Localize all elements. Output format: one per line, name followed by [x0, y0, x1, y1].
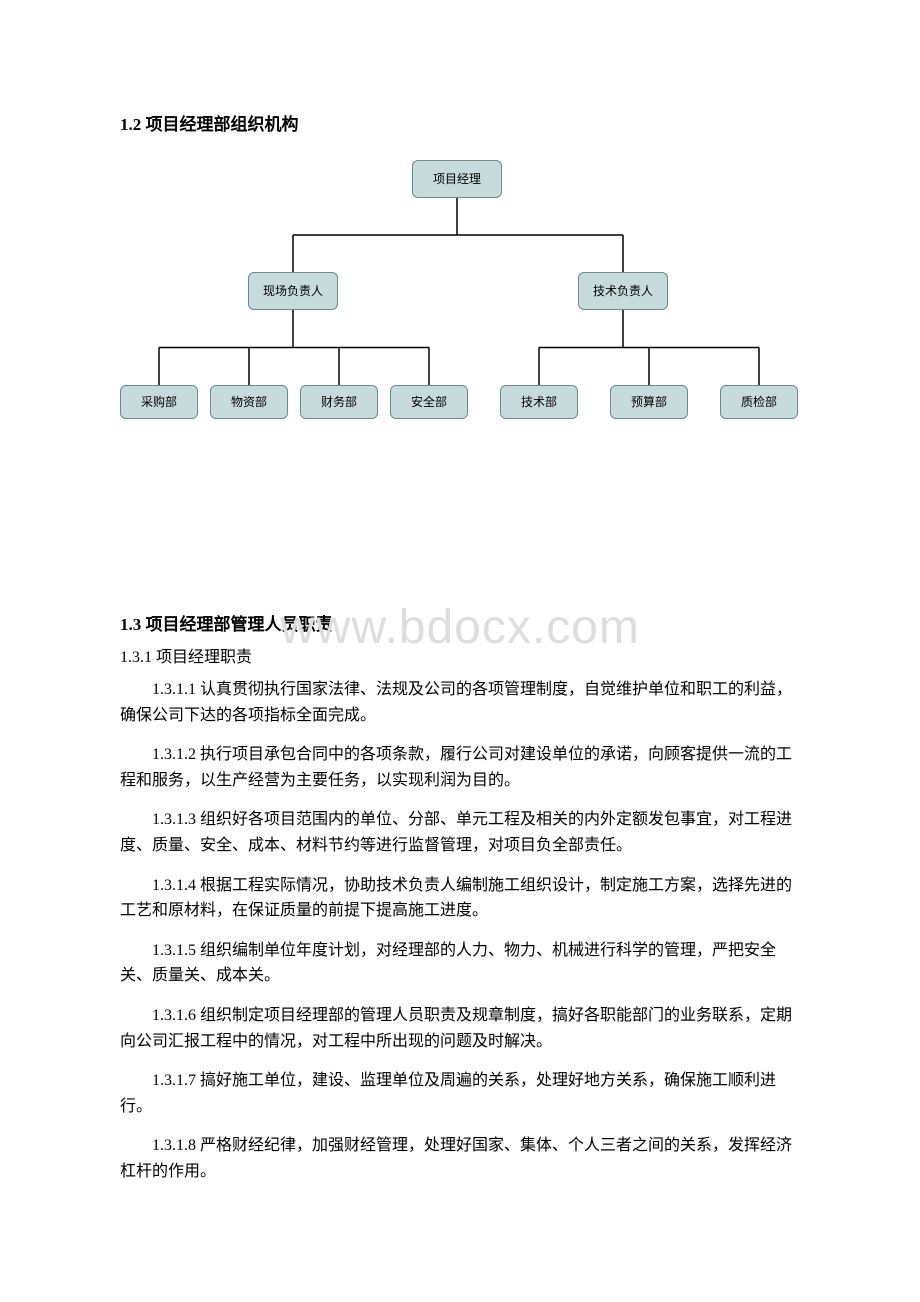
- section-1-3-1-heading: 1.3.1 项目经理职责: [120, 643, 800, 667]
- document-page: www.bdocx.com 1.2 项目经理部组织机构 项目经理现场负责人技术负…: [0, 0, 920, 1259]
- paragraph: 1.3.1.8 严格财经纪律，加强财经管理，处理好国家、集体、个人三者之间的关系…: [120, 1133, 800, 1184]
- org-chart: 项目经理现场负责人 技术负责人采购部物资部财务部安全部技术部预算部质检部: [120, 160, 800, 450]
- org-node-d5: 技术部: [500, 385, 578, 419]
- section-1-2-heading: 1.2 项目经理部组织机构: [120, 110, 800, 135]
- paragraph: 1.3.1.7 搞好施工单位，建设、监理单位及周遍的关系，处理好地方关系，确保施…: [120, 1068, 800, 1119]
- org-node-d7: 质检部: [720, 385, 798, 419]
- org-node-d1: 采购部: [120, 385, 198, 419]
- section-1-3-heading: 1.3 项目经理部管理人员职责: [120, 610, 800, 635]
- org-node-d4: 安全部: [390, 385, 468, 419]
- paragraph: 1.3.1.5 组织编制单位年度计划，对经理部的人力、物力、机械进行科学的管理，…: [120, 938, 800, 989]
- org-node-mgr1: 现场负责人: [248, 272, 338, 310]
- section-1-3-body: 1.3.1.1 认真贯彻执行国家法律、法规及公司的各项管理制度，自觉维护单位和职…: [120, 677, 800, 1185]
- paragraph: 1.3.1.2 执行项目承包合同中的各项条款，履行公司对建设单位的承诺，向顾客提…: [120, 742, 800, 793]
- org-node-mgr2: 技术负责人: [578, 272, 668, 310]
- org-node-d6: 预算部: [610, 385, 688, 419]
- paragraph: 1.3.1.6 组织制定项目经理部的管理人员职责及规章制度，搞好各职能部门的业务…: [120, 1003, 800, 1054]
- org-node-root: 项目经理: [412, 160, 502, 198]
- org-node-d3: 财务部: [300, 385, 378, 419]
- paragraph: 1.3.1.3 组织好各项目范围内的单位、分部、单元工程及相关的内外定额发包事宜…: [120, 807, 800, 858]
- paragraph: 1.3.1.1 认真贯彻执行国家法律、法规及公司的各项管理制度，自觉维护单位和职…: [120, 677, 800, 728]
- paragraph: 1.3.1.4 根据工程实际情况，协助技术负责人编制施工组织设计，制定施工方案，…: [120, 873, 800, 924]
- org-node-d2: 物资部: [210, 385, 288, 419]
